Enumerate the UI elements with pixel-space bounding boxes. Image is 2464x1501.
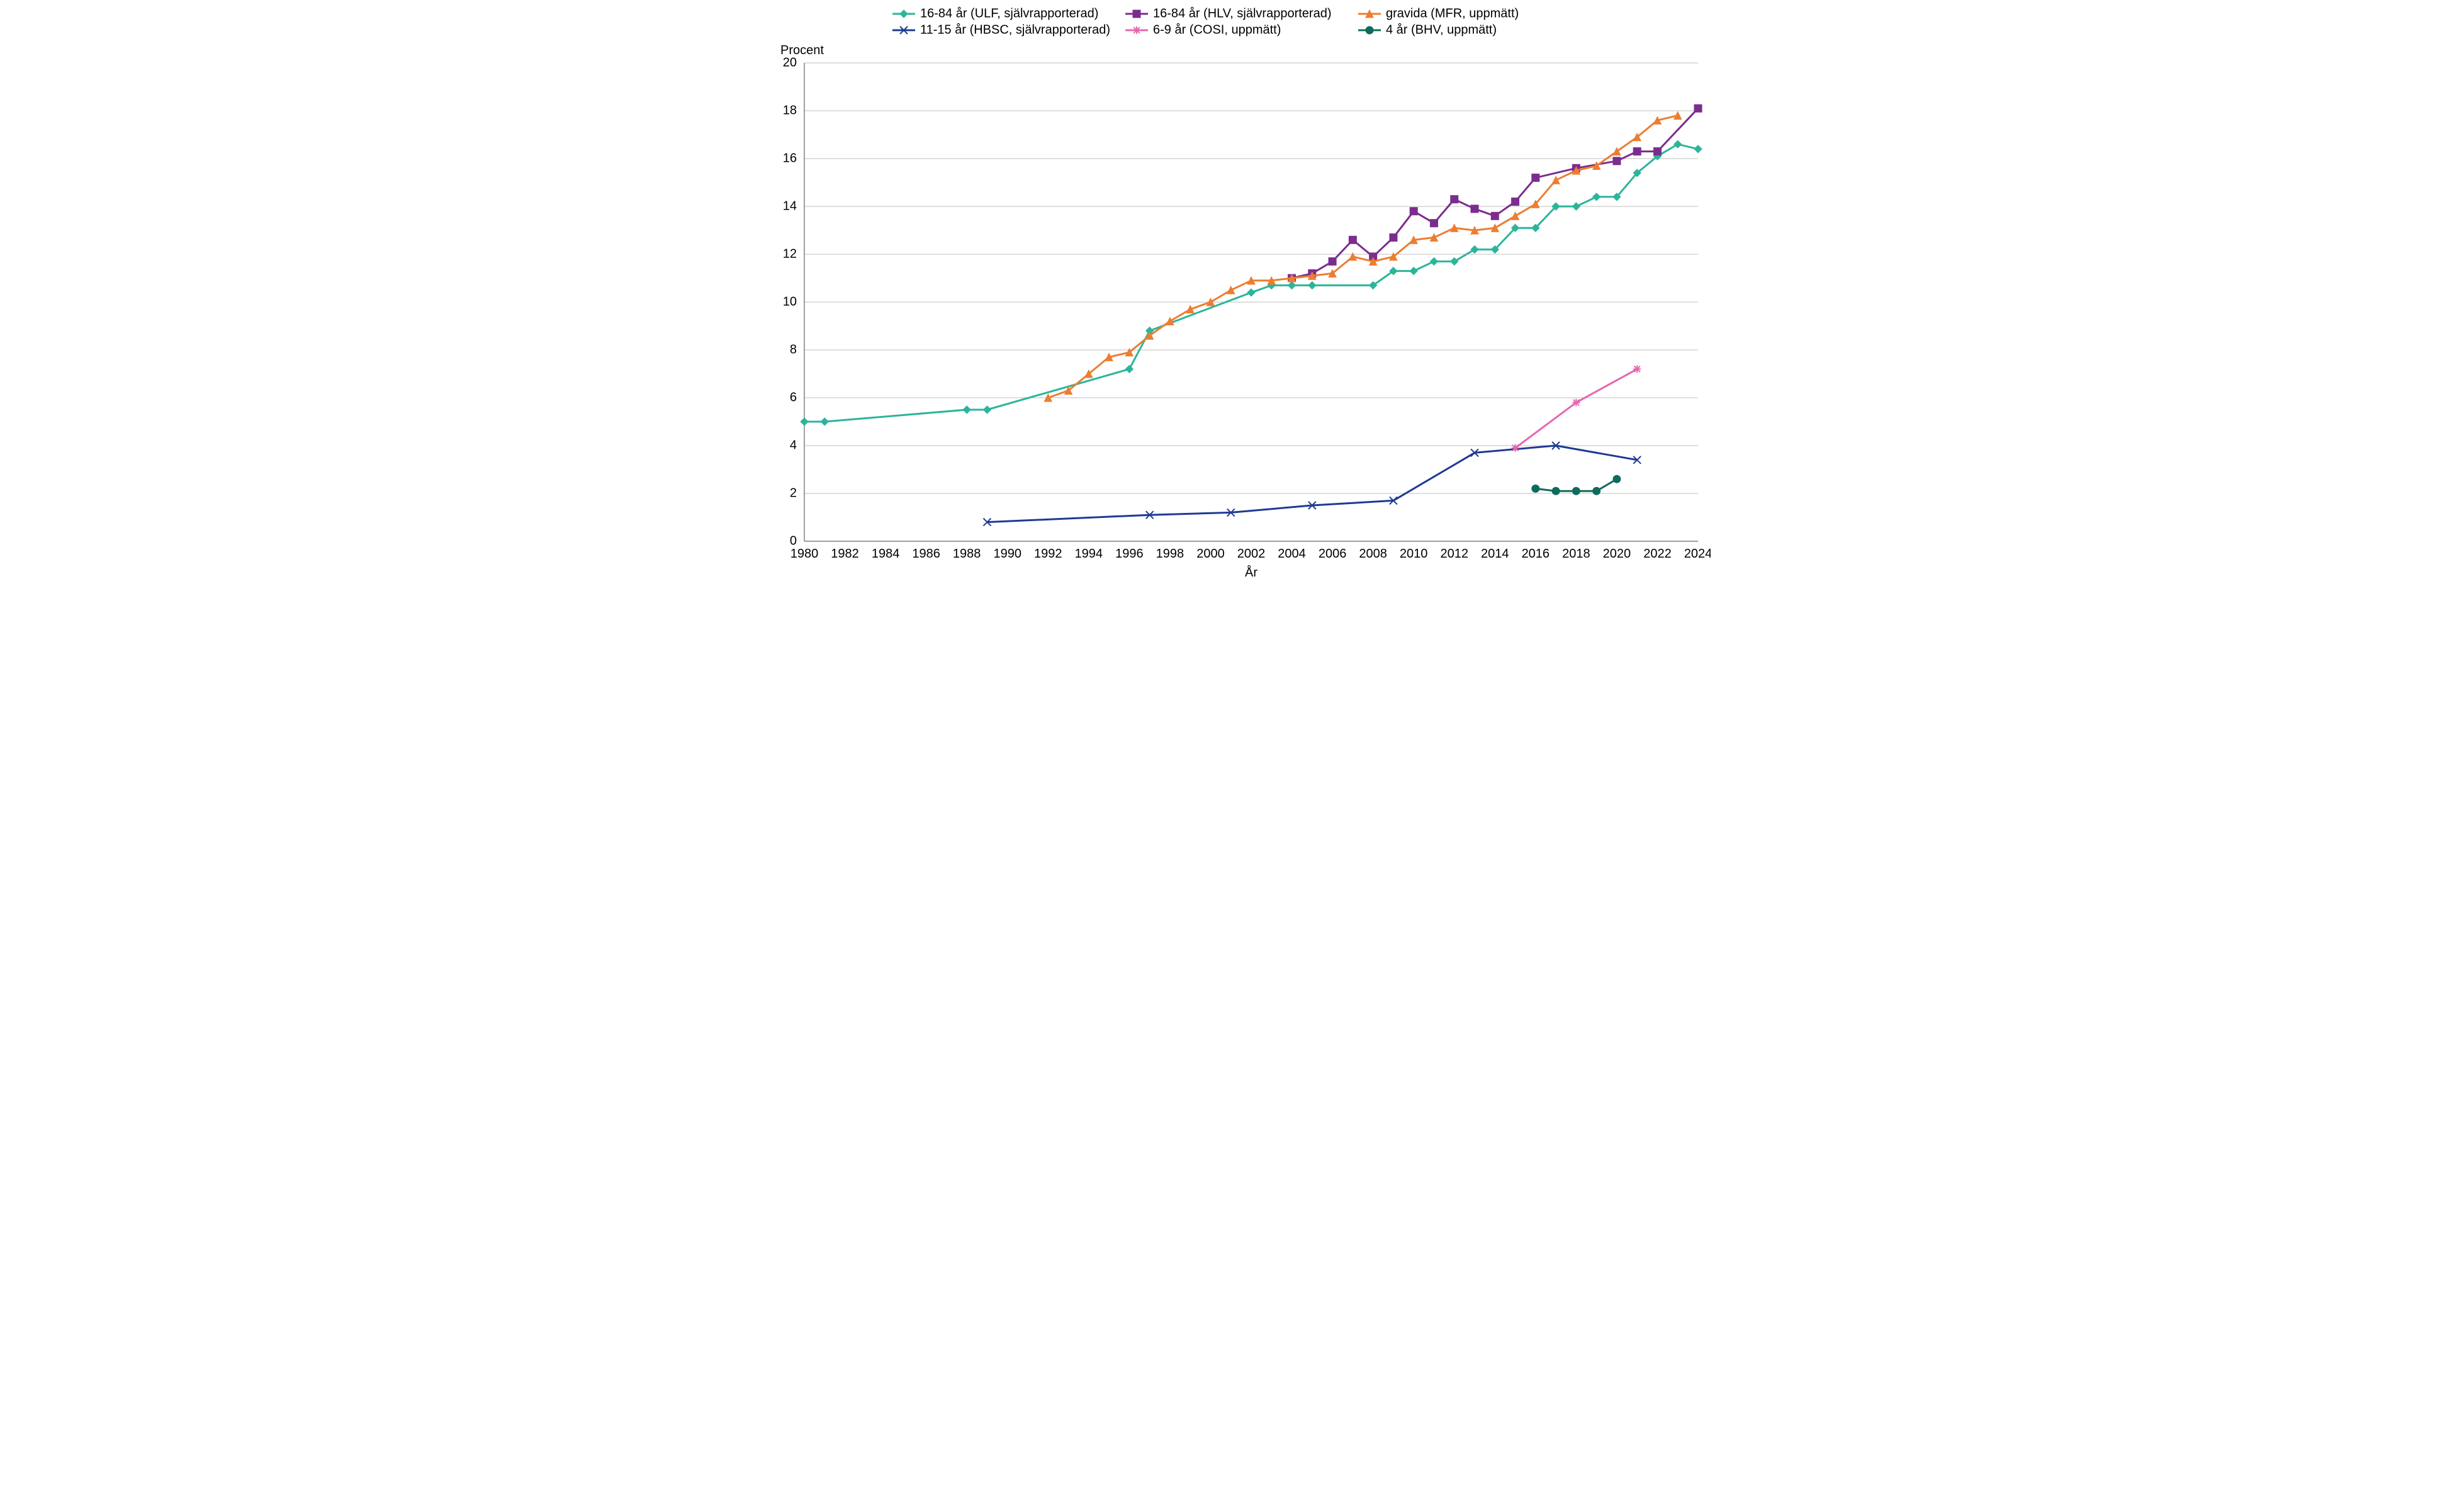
x-tick-label: 2006 <box>1318 547 1346 561</box>
legend-item-ulf: 16-84 år (ULF, självrapporterad) <box>892 6 1098 20</box>
legend-item-cosi: 6-9 år (COSI, uppmätt) <box>1125 23 1281 37</box>
x-tick-label: 1980 <box>790 547 818 561</box>
x-tick-label: 1996 <box>1115 547 1144 561</box>
x-tick-label: 1990 <box>993 547 1021 561</box>
x-tick-label: 1984 <box>871 547 899 561</box>
x-tick-label: 2018 <box>1562 547 1590 561</box>
x-tick-label: 1982 <box>831 547 859 561</box>
x-tick-label: 2004 <box>1278 547 1306 561</box>
x-tick-label: 2016 <box>1521 547 1550 561</box>
x-tick-label: 1992 <box>1034 547 1062 561</box>
y-tick-label: 18 <box>782 103 796 117</box>
y-tick-label: 2 <box>789 486 796 500</box>
y-tick-label: 16 <box>782 151 796 165</box>
x-tick-label: 2000 <box>1196 547 1225 561</box>
y-tick-label: 12 <box>782 247 796 261</box>
x-tick-label: 2010 <box>1399 547 1427 561</box>
legend-label: 6-9 år (COSI, uppmätt) <box>1153 23 1281 37</box>
x-tick-label: 2020 <box>1602 547 1631 561</box>
x-tick-label: 2002 <box>1237 547 1265 561</box>
legend: 16-84 år (ULF, självrapporterad) 16-84 år… <box>892 6 1519 37</box>
x-tick-label: 2014 <box>1481 547 1509 561</box>
x-tick-label: 2012 <box>1440 547 1468 561</box>
legend-label: 11-15 år (HBSC, självrapporterad) <box>920 23 1110 37</box>
legend-label: 16-84 år (HLV, självrapporterad) <box>1153 6 1331 20</box>
legend-item-hbsc: 11-15 år (HBSC, självrapporterad) <box>892 23 1110 37</box>
legend-item-hlv: 16-84 år (HLV, självrapporterad) <box>1125 6 1331 20</box>
x-tick-label: 1988 <box>952 547 981 561</box>
x-axis-label: År <box>1245 565 1257 580</box>
y-tick-label: 10 <box>782 295 796 308</box>
legend-label: 4 år (BHV, uppmätt) <box>1386 23 1497 37</box>
x-tick-label: 2024 <box>1684 547 1710 561</box>
legend-label: 16-84 år (ULF, självrapporterad) <box>920 6 1098 20</box>
y-axis-label: Procent <box>780 43 824 57</box>
y-tick-label: 14 <box>782 199 796 213</box>
y-tick-label: 6 <box>789 390 796 404</box>
y-tick-label: 20 <box>782 55 796 69</box>
x-tick-label: 2022 <box>1643 547 1672 561</box>
x-tick-label: 1998 <box>1156 547 1184 561</box>
chart-svg: 0 2 4 6 8 10 12 14 16 18 20 1980 1982 1984 1986 1988 199… <box>754 0 1711 583</box>
x-tick-label: 1986 <box>912 547 940 561</box>
line-chart: 0 2 4 6 8 10 12 14 16 18 20 1980 1982 1984 1986 1988 199… <box>754 0 1711 583</box>
y-tick-label: 8 <box>789 342 796 356</box>
y-tick-label: 4 <box>789 438 796 452</box>
legend-label: gravida (MFR, uppmätt) <box>1386 6 1519 20</box>
legend-item-bhv: 4 år (BHV, uppmätt) <box>1358 23 1497 37</box>
legend-item-mfr: gravida (MFR, uppmätt) <box>1358 6 1519 20</box>
x-tick-label: 1994 <box>1074 547 1103 561</box>
x-tick-label: 2008 <box>1359 547 1387 561</box>
y-tick-label: 0 <box>789 534 796 548</box>
